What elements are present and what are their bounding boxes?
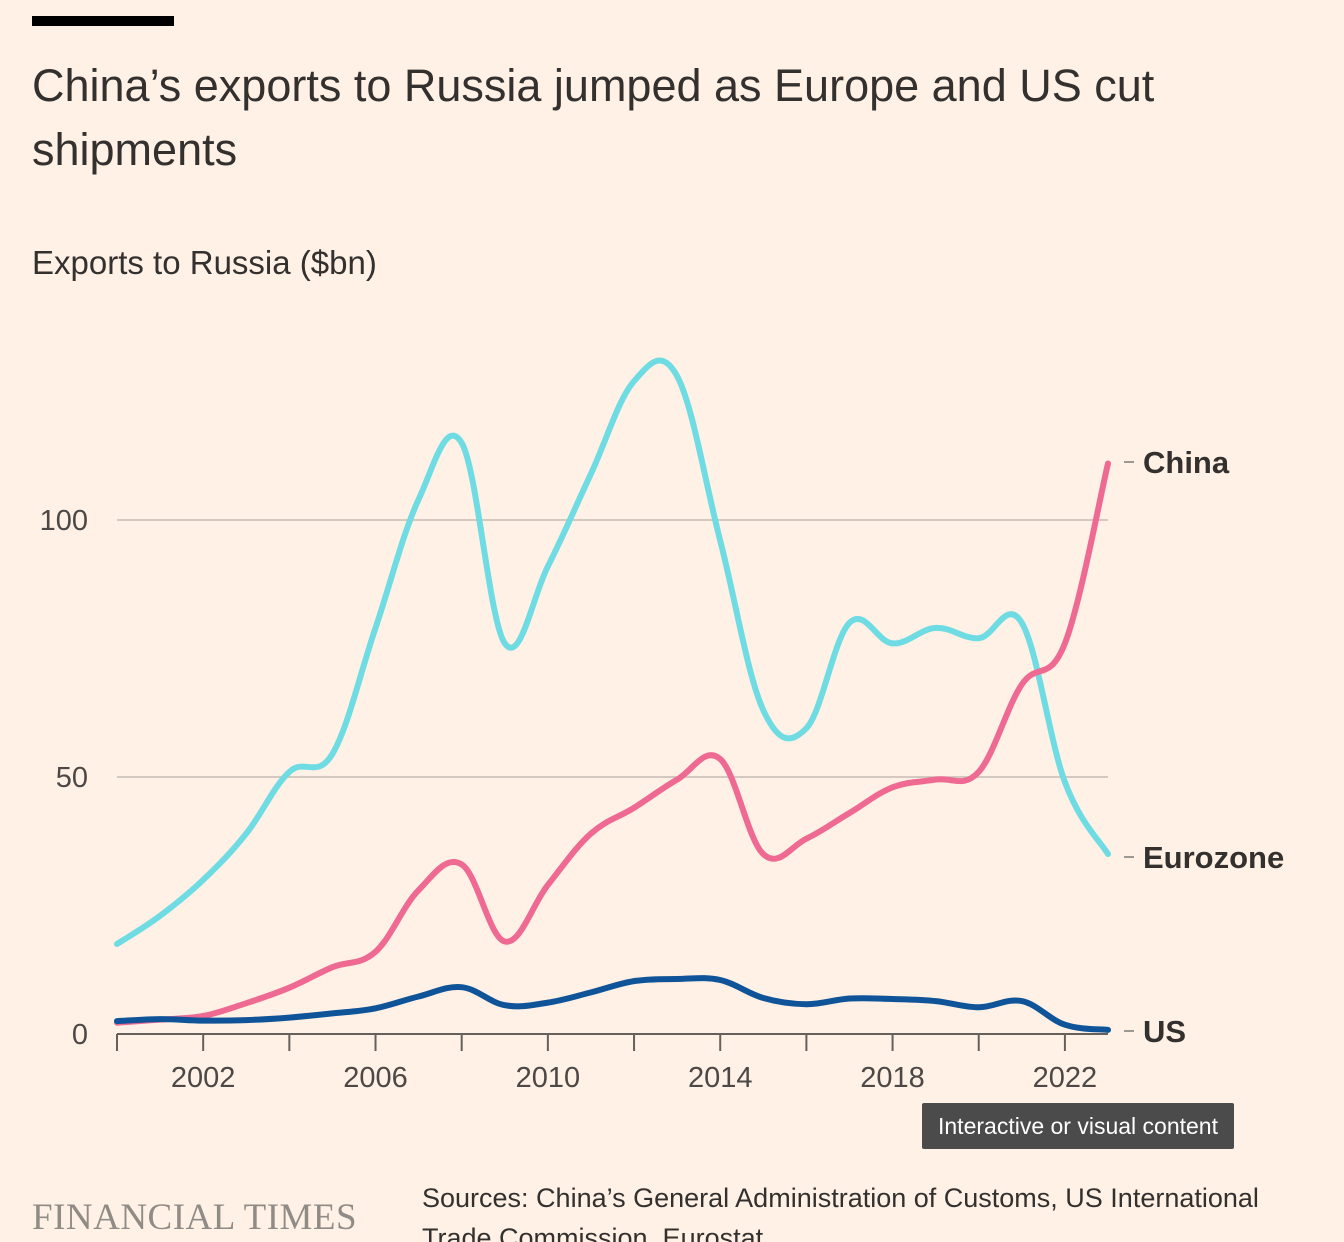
y-tick-label-100: 100 <box>40 505 88 537</box>
x-tick-label-2010: 2010 <box>516 1062 581 1094</box>
y-tick-label-0: 0 <box>72 1019 88 1051</box>
series-line-china <box>114 460 1111 1026</box>
top-rule <box>32 16 174 26</box>
series-line-eurozone <box>114 357 1111 947</box>
interactive-content-badge[interactable]: Interactive or visual content <box>922 1103 1234 1149</box>
series-line-us <box>114 975 1111 1033</box>
x-tick-label-2014: 2014 <box>688 1062 753 1094</box>
series-label-china: China <box>1143 445 1230 480</box>
x-tick-label-2022: 2022 <box>1033 1062 1098 1094</box>
source-note: Sources: China’s General Administration … <box>422 1183 1259 1242</box>
chart-subtitle: Exports to Russia ($bn) <box>32 244 377 281</box>
x-tick-label-2018: 2018 <box>860 1062 925 1094</box>
series-label-eurozone: Eurozone <box>1143 840 1284 875</box>
x-tick-label-2006: 2006 <box>343 1062 408 1094</box>
series-label-us: US <box>1143 1014 1186 1049</box>
chart-title: China’s exports to Russia jumped as Euro… <box>32 60 1155 175</box>
x-tick-label-2002: 2002 <box>171 1062 236 1094</box>
ft-logo: FINANCIAL TIMES <box>32 1197 358 1238</box>
y-tick-label-50: 50 <box>56 762 88 794</box>
